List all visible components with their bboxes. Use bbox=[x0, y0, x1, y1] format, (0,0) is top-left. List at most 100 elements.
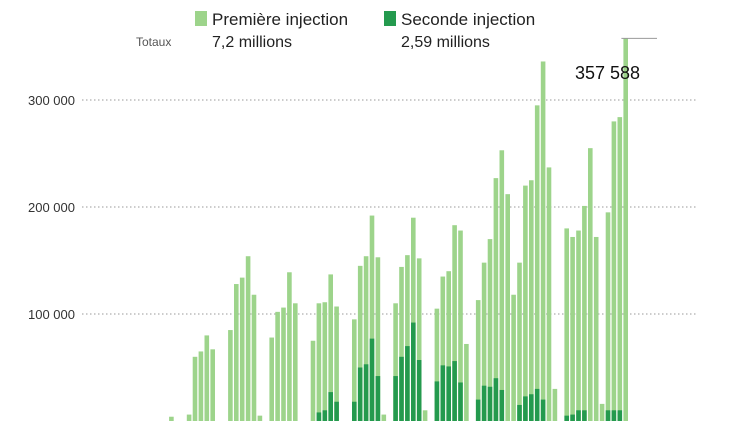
bar-premiere-52 bbox=[422, 410, 428, 421]
bar-premiere-20 bbox=[234, 284, 239, 421]
bar-premiere-84 bbox=[611, 121, 617, 421]
y-tick-label-2: 300 000 bbox=[28, 93, 75, 108]
bar-seconde-70 bbox=[529, 394, 534, 421]
bar-premiere-57 bbox=[452, 225, 457, 421]
bar-seconde-84 bbox=[611, 410, 617, 421]
bar-seconde-64 bbox=[493, 378, 499, 421]
bar-premiere-68 bbox=[517, 262, 522, 421]
bar-premiere-56 bbox=[446, 271, 451, 421]
bar-seconde-71 bbox=[534, 388, 540, 421]
y-tick-label-1: 200 000 bbox=[28, 200, 75, 215]
legend-swatch-seconde bbox=[384, 11, 396, 26]
bar-premiere-58 bbox=[458, 230, 463, 421]
bar-premiere-24 bbox=[257, 415, 263, 421]
bar-premiere-64 bbox=[493, 178, 499, 421]
bar-premiere-85 bbox=[617, 117, 623, 421]
bar-premiere-40 bbox=[352, 319, 357, 421]
bar-premiere-74 bbox=[552, 388, 558, 421]
bar-premiere-71 bbox=[534, 105, 540, 421]
bar-seconde-85 bbox=[617, 410, 623, 421]
bar-premiere-83 bbox=[605, 212, 611, 421]
bar-premiere-67 bbox=[511, 294, 516, 421]
bar-premiere-16 bbox=[210, 349, 215, 421]
bar-premiere-50 bbox=[411, 217, 416, 421]
bar-premiere-19 bbox=[228, 330, 233, 421]
bar-premiere-61 bbox=[475, 300, 481, 421]
bar-seconde-47 bbox=[393, 376, 398, 421]
bar-seconde-63 bbox=[487, 386, 493, 421]
legend-label-seconde: Seconde injection bbox=[401, 10, 535, 29]
legend-swatch-premiere bbox=[195, 11, 207, 26]
bar-premiere-43 bbox=[369, 215, 375, 421]
bar-premiere-14 bbox=[198, 351, 204, 421]
bar-seconde-34 bbox=[316, 412, 322, 421]
bar-seconde-65 bbox=[499, 389, 505, 421]
bar-premiere-49 bbox=[405, 255, 410, 421]
bar-premiere-82 bbox=[599, 403, 605, 421]
gridlines bbox=[82, 99, 696, 315]
bar-seconde-42 bbox=[363, 364, 369, 421]
bar-premiere-66 bbox=[505, 194, 510, 421]
bar-premiere-36 bbox=[328, 274, 333, 421]
bar-premiere-73 bbox=[546, 167, 552, 421]
bar-seconde-36 bbox=[328, 392, 333, 421]
bar-premiere-23 bbox=[251, 294, 257, 421]
bar-premiere-59 bbox=[464, 343, 469, 421]
bar-seconde-37 bbox=[334, 401, 339, 421]
bar-premiere-15 bbox=[204, 335, 210, 421]
bar-premiere-80 bbox=[588, 148, 593, 421]
bar-seconde-54 bbox=[434, 381, 440, 421]
bar-premiere-41 bbox=[357, 265, 363, 421]
bar-premiere-72 bbox=[540, 61, 546, 421]
bar-premiere-54 bbox=[434, 308, 440, 421]
bar-seconde-35 bbox=[322, 410, 328, 421]
y-tick-label-0: 100 000 bbox=[28, 307, 75, 322]
bar-premiere-86 bbox=[623, 38, 628, 421]
bar-premiere-27 bbox=[275, 311, 280, 421]
legend-label-premiere: Première injection bbox=[212, 10, 348, 29]
peak-callout: 357 588 bbox=[575, 37, 657, 83]
bar-premiere-30 bbox=[293, 303, 298, 421]
bar-premiere-33 bbox=[310, 340, 316, 421]
bar-seconde-72 bbox=[540, 399, 546, 421]
bar-premiere-48 bbox=[399, 266, 404, 421]
bar-premiere-81 bbox=[593, 236, 599, 421]
bar-seconde-69 bbox=[523, 396, 528, 421]
bar-seconde-41 bbox=[357, 367, 363, 421]
bar-seconde-48 bbox=[399, 356, 404, 421]
bar-premiere-63 bbox=[487, 239, 493, 421]
bar-seconde-58 bbox=[458, 382, 463, 421]
bar-seconde-40 bbox=[352, 401, 357, 421]
bar-seconde-61 bbox=[475, 399, 481, 421]
bar-seconde-77 bbox=[570, 414, 575, 421]
bar-premiere-34 bbox=[316, 303, 322, 421]
bar-premiere-69 bbox=[523, 185, 528, 421]
peak-callout-label: 357 588 bbox=[575, 63, 640, 83]
bar-premiere-37 bbox=[334, 306, 339, 421]
bar-premiere-45 bbox=[381, 414, 387, 421]
bar-seconde-83 bbox=[605, 410, 611, 421]
bar-seconde-43 bbox=[369, 338, 375, 421]
bar-seconde-62 bbox=[481, 385, 487, 421]
legend-total-premiere: 7,2 millions bbox=[212, 34, 292, 51]
bar-premiere-13 bbox=[192, 356, 198, 421]
bar-seconde-79 bbox=[582, 410, 587, 421]
bar-premiere-22 bbox=[245, 256, 251, 421]
bar-premiere-65 bbox=[499, 150, 505, 421]
y-axis-ticks: 100 000 200 000 300 000 bbox=[28, 93, 75, 322]
bar-premiere-78 bbox=[576, 230, 581, 421]
bar-premiere-79 bbox=[582, 205, 587, 421]
bar-premiere-12 bbox=[186, 414, 192, 421]
bar-seconde-49 bbox=[405, 346, 410, 421]
bar-seconde-51 bbox=[416, 360, 422, 421]
bar-premiere-26 bbox=[269, 337, 274, 421]
bar-seconde-44 bbox=[375, 376, 381, 421]
bar-seconde-50 bbox=[411, 322, 416, 421]
bar-seconde-78 bbox=[576, 410, 581, 421]
bar-premiere-47 bbox=[393, 303, 398, 421]
bar-premiere-42 bbox=[363, 256, 369, 421]
bar-premiere-9 bbox=[169, 416, 174, 421]
legend: Première injection 7,2 millions Seconde … bbox=[136, 10, 535, 51]
bar-premiere-28 bbox=[281, 307, 286, 421]
